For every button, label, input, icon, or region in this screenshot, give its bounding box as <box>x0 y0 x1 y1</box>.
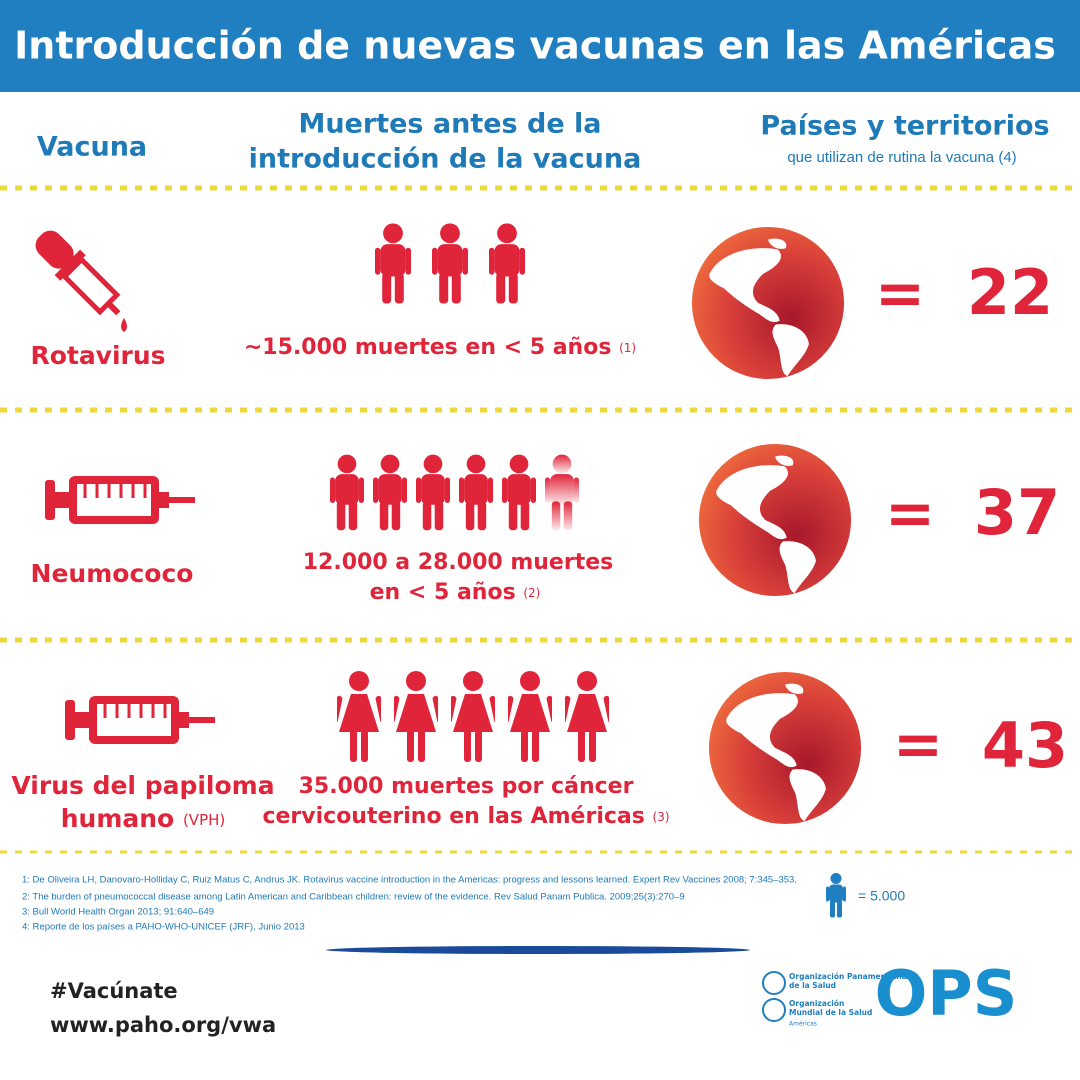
logo-text: Mundial de la Salud <box>789 1008 872 1017</box>
deaths-text: en < 5 años (2) <box>370 580 541 605</box>
header-bar <box>0 0 1080 92</box>
pictogram-group <box>375 223 525 304</box>
pictogram <box>489 223 525 304</box>
logo-emblem <box>762 971 786 995</box>
country-count: 43 <box>982 709 1068 782</box>
pictogram <box>330 454 364 531</box>
pictogram <box>394 671 438 762</box>
column-subheader: que utilizan de rutina la vacuna (4) <box>787 149 1016 166</box>
pictogram <box>373 454 407 531</box>
footnote: 1: De Oliveira LH, Danovaro-Holliday C, … <box>22 875 797 886</box>
pictogram <box>375 223 411 304</box>
column-header: Muertes antes de la <box>298 109 601 140</box>
equals: = <box>875 259 925 329</box>
logo-acronym: OPS <box>875 957 1018 1030</box>
pictogram <box>565 671 609 762</box>
pictogram-group <box>330 454 579 531</box>
vaccine-name: humano (VPH) <box>61 804 226 833</box>
legend-icon <box>826 873 846 918</box>
equals: = <box>893 710 943 780</box>
vaccine-name-line: humano <box>61 804 175 833</box>
logo-text: Américas <box>789 1021 817 1028</box>
syringe-icon <box>45 474 195 526</box>
logo-text: de la Salud <box>789 981 836 990</box>
deaths-line: 12.000 a 28.000 muertes <box>303 550 614 575</box>
pictogram-group <box>337 671 609 762</box>
logo-emblem <box>762 998 786 1022</box>
vaccine-name: Rotavirus <box>30 341 165 370</box>
deaths-line: cervicouterino en las Américas <box>262 804 644 829</box>
reference: (1) <box>619 341 636 355</box>
vaccine-abbr: (VPH) <box>183 811 225 829</box>
footnote: 2: The burden of pneumococcal disease am… <box>22 892 685 903</box>
globe <box>708 671 862 825</box>
vaccine-name: Neumococo <box>31 559 194 588</box>
dropper-icon <box>35 230 121 316</box>
reference: (3) <box>653 810 670 824</box>
column-header: introducción de la vacuna <box>249 144 642 175</box>
globe <box>691 226 845 380</box>
syringe-icon <box>65 694 215 746</box>
pictogram <box>459 454 493 531</box>
pictogram <box>416 454 450 531</box>
pictogram <box>545 454 579 531</box>
footnote: 4: Reporte de los países a PAHO-WHO-UNIC… <box>22 922 305 933</box>
deaths-text: cervicouterino en las Américas (3) <box>262 804 669 829</box>
divider <box>326 946 750 954</box>
website: www.paho.org/vwa <box>50 1013 276 1037</box>
pictogram <box>451 671 495 762</box>
logo-text: Organización Panamericana <box>789 972 907 981</box>
hashtag: #Vacúnate <box>50 979 178 1003</box>
deaths-text: ~15.000 muertes en < 5 años (1) <box>244 335 636 360</box>
deaths-line: ~15.000 muertes en < 5 años <box>244 335 612 360</box>
pictogram <box>508 671 552 762</box>
pictogram <box>502 454 536 531</box>
country-count: 37 <box>974 476 1060 549</box>
equals: = <box>885 479 935 549</box>
drop <box>121 318 127 332</box>
column-header: Vacuna <box>37 132 147 163</box>
footnote: 3: Bull World Health Organ 2013; 91:640–… <box>22 907 214 918</box>
pictogram <box>337 671 381 762</box>
column-header: Países y territorios <box>760 111 1049 142</box>
logo-text: Organización <box>789 999 844 1008</box>
title: Introducción de nuevas vacunas en las Am… <box>14 24 1056 68</box>
vaccine-name: Virus del papiloma <box>11 771 274 800</box>
legend-text: = 5.000 <box>858 888 905 904</box>
deaths-line: 35.000 muertes por cáncer <box>299 774 634 799</box>
deaths-line: en < 5 años <box>370 580 516 605</box>
reference: (2) <box>523 586 540 600</box>
country-count: 22 <box>967 256 1053 329</box>
globe <box>698 443 852 597</box>
pictogram <box>432 223 468 304</box>
